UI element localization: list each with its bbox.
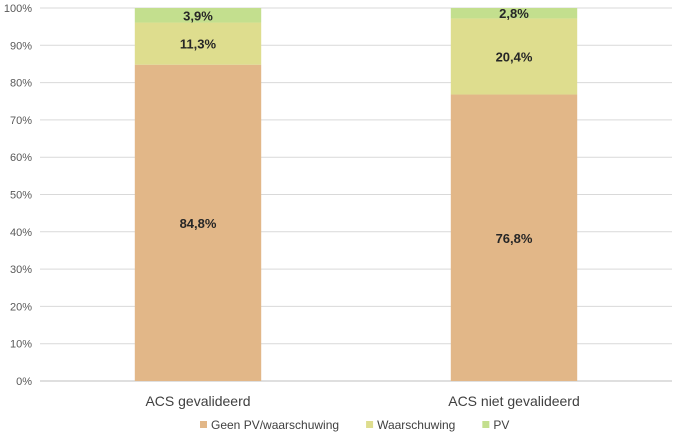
y-tick-label: 0%: [16, 376, 32, 388]
bar-segment: [450, 18, 578, 95]
y-tick-label: 80%: [10, 78, 32, 90]
bar-segment: [134, 8, 262, 23]
legend-label: Geen PV/waarschuwing: [211, 418, 339, 432]
y-tick-label: 10%: [10, 339, 32, 351]
x-category-label: ACS gevalideerd: [145, 393, 250, 409]
data-label: 76,8%: [496, 231, 533, 246]
y-tick-label: 20%: [10, 301, 32, 313]
legend-label: PV: [493, 418, 509, 432]
data-label: 84,8%: [180, 216, 217, 231]
legend-swatch: [482, 421, 490, 428]
bars: 84,8% 11,3% 3,9% 76,8% 20,4% 2,8%: [134, 6, 578, 382]
data-label: 20,4%: [496, 49, 533, 64]
y-tick-label: 40%: [10, 227, 32, 239]
legend: Geen PV/waarschuwing Waarschuwing PV: [200, 418, 509, 432]
x-category-label: ACS niet gevalideerd: [448, 393, 580, 409]
legend-swatch: [200, 421, 207, 428]
bar-segment: [450, 8, 578, 19]
bar-segment: [134, 64, 262, 382]
bar-segment: [450, 94, 578, 381]
y-tick-label: 30%: [10, 264, 32, 276]
data-label: 11,3%: [180, 37, 217, 52]
bar-segment: [134, 22, 262, 65]
legend-label: Waarschuwing: [377, 418, 455, 432]
data-label: 2,8%: [499, 6, 529, 21]
y-axis: 0% 10% 20% 30% 40% 50% 60% 70% 80% 90% 100%: [4, 3, 32, 388]
y-tick-label: 60%: [10, 152, 32, 164]
x-axis: ACS gevalideerd ACS niet gevalideerd: [145, 393, 579, 409]
y-tick-label: 70%: [10, 115, 32, 127]
data-label: 3,9%: [183, 8, 213, 23]
y-tick-label: 90%: [10, 40, 32, 52]
legend-swatch: [366, 421, 374, 428]
y-tick-label: 50%: [10, 190, 32, 202]
y-tick-label: 100%: [4, 3, 32, 15]
